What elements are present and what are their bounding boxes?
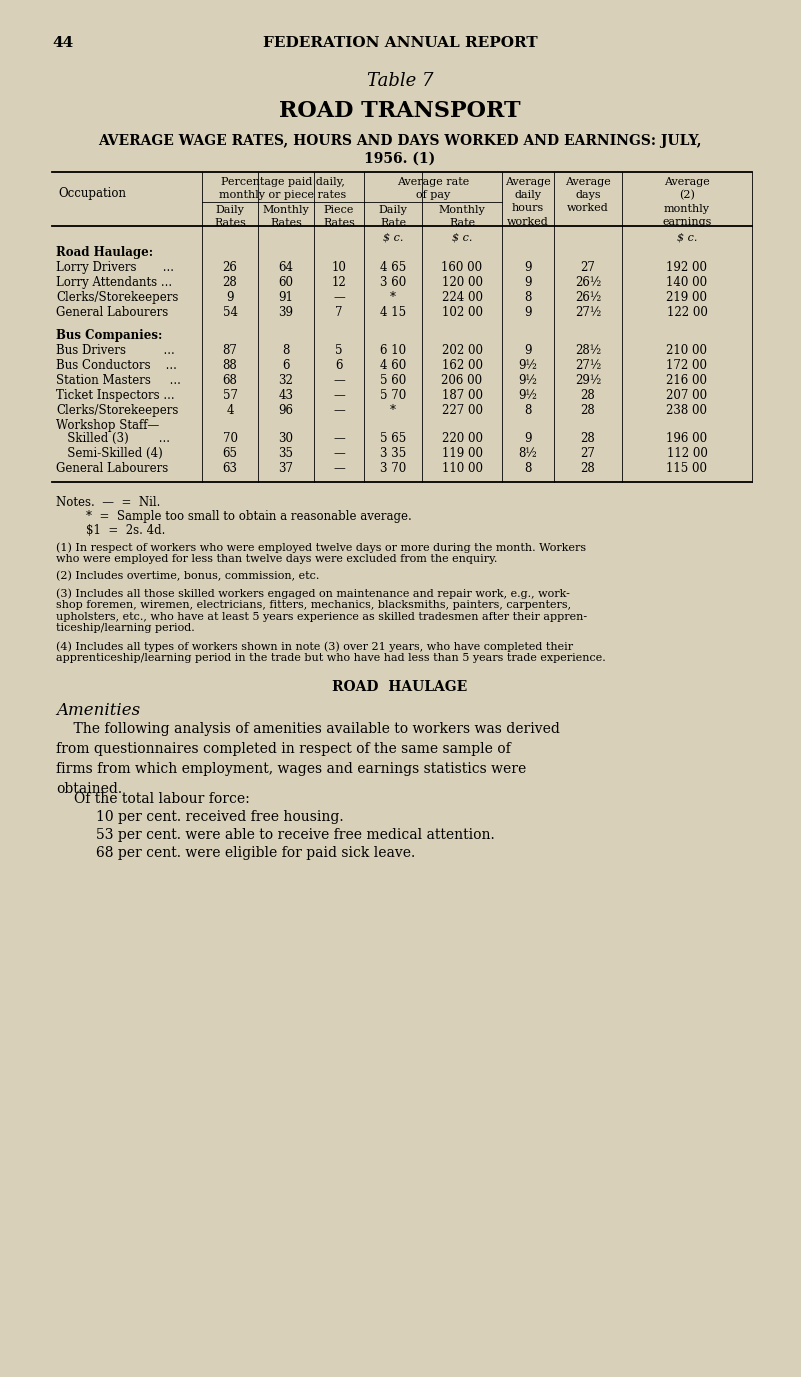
Text: Amenities: Amenities bbox=[56, 702, 140, 719]
Text: —: — bbox=[333, 403, 345, 417]
Text: 8: 8 bbox=[525, 403, 532, 417]
Text: 9½: 9½ bbox=[518, 375, 537, 387]
Text: 8½: 8½ bbox=[518, 448, 537, 460]
Text: 28½: 28½ bbox=[575, 344, 601, 357]
Text: Monthly
Rates: Monthly Rates bbox=[263, 205, 309, 229]
Text: 4: 4 bbox=[226, 403, 234, 417]
Text: 202 00: 202 00 bbox=[441, 344, 482, 357]
Text: 4 60: 4 60 bbox=[380, 359, 406, 372]
Text: 57: 57 bbox=[223, 388, 238, 402]
Text: 160 00: 160 00 bbox=[441, 262, 482, 274]
Text: 65: 65 bbox=[223, 448, 238, 460]
Text: $ c.: $ c. bbox=[677, 233, 697, 242]
Text: 7: 7 bbox=[336, 306, 343, 319]
Text: ROAD  HAULAGE: ROAD HAULAGE bbox=[332, 680, 468, 694]
Text: 27½: 27½ bbox=[575, 306, 601, 319]
Text: 8: 8 bbox=[525, 291, 532, 304]
Text: 12: 12 bbox=[332, 275, 346, 289]
Text: (1) In respect of workers who were employed twelve days or more during the month: (1) In respect of workers who were emplo… bbox=[56, 543, 586, 565]
Text: Station Masters     ...: Station Masters ... bbox=[56, 375, 181, 387]
Text: 6: 6 bbox=[336, 359, 343, 372]
Text: 43: 43 bbox=[279, 388, 293, 402]
Text: General Labourers: General Labourers bbox=[56, 463, 168, 475]
Text: 162 00: 162 00 bbox=[441, 359, 482, 372]
Text: 29½: 29½ bbox=[575, 375, 601, 387]
Text: 216 00: 216 00 bbox=[666, 375, 707, 387]
Text: 172 00: 172 00 bbox=[666, 359, 707, 372]
Text: 63: 63 bbox=[223, 463, 238, 475]
Text: 68 per cent. were eligible for paid sick leave.: 68 per cent. were eligible for paid sick… bbox=[96, 845, 415, 861]
Text: —: — bbox=[333, 375, 345, 387]
Text: Daily
Rates: Daily Rates bbox=[214, 205, 246, 229]
Text: 91: 91 bbox=[279, 291, 293, 304]
Text: $ c.: $ c. bbox=[383, 233, 403, 242]
Text: 28: 28 bbox=[581, 432, 595, 445]
Text: 227 00: 227 00 bbox=[441, 403, 482, 417]
Text: 102 00: 102 00 bbox=[441, 306, 482, 319]
Text: Of the total labour force:: Of the total labour force: bbox=[74, 792, 250, 806]
Text: Bus Drivers          ...: Bus Drivers ... bbox=[56, 344, 175, 357]
Text: 26½: 26½ bbox=[575, 291, 601, 304]
Text: (4) Includes all types of workers shown in note (3) over 21 years, who have comp: (4) Includes all types of workers shown … bbox=[56, 642, 606, 664]
Text: —: — bbox=[333, 448, 345, 460]
Text: 9: 9 bbox=[524, 306, 532, 319]
Text: *  =  Sample too small to obtain a reasonable average.: * = Sample too small to obtain a reasona… bbox=[56, 509, 412, 523]
Text: 5 70: 5 70 bbox=[380, 388, 406, 402]
Text: 28: 28 bbox=[581, 403, 595, 417]
Text: 35: 35 bbox=[279, 448, 293, 460]
Text: Clerks/Storekeepers: Clerks/Storekeepers bbox=[56, 403, 179, 417]
Text: 196 00: 196 00 bbox=[666, 432, 707, 445]
Text: 210 00: 210 00 bbox=[666, 344, 707, 357]
Text: 206 00: 206 00 bbox=[441, 375, 482, 387]
Text: Skilled (3)        ...: Skilled (3) ... bbox=[56, 432, 170, 445]
Text: 4 65: 4 65 bbox=[380, 262, 406, 274]
Text: (2) Includes overtime, bonus, commission, etc.: (2) Includes overtime, bonus, commission… bbox=[56, 571, 320, 581]
Text: 64: 64 bbox=[279, 262, 293, 274]
Text: —: — bbox=[333, 388, 345, 402]
Text: 9½: 9½ bbox=[518, 359, 537, 372]
Text: 5: 5 bbox=[336, 344, 343, 357]
Text: Lorry Attendants ...: Lorry Attendants ... bbox=[56, 275, 172, 289]
Text: 122 00: 122 00 bbox=[666, 306, 707, 319]
Text: 88: 88 bbox=[223, 359, 237, 372]
Text: Bus Companies:: Bus Companies: bbox=[56, 329, 163, 341]
Text: Occupation: Occupation bbox=[58, 186, 126, 200]
Text: 9½: 9½ bbox=[518, 388, 537, 402]
Text: General Labourers: General Labourers bbox=[56, 306, 168, 319]
Text: *: * bbox=[390, 403, 396, 417]
Text: AVERAGE WAGE RATES, HOURS AND DAYS WORKED AND EARNINGS: JULY,: AVERAGE WAGE RATES, HOURS AND DAYS WORKE… bbox=[99, 134, 702, 147]
Text: —: — bbox=[333, 432, 345, 445]
Text: 3 35: 3 35 bbox=[380, 448, 406, 460]
Text: 28: 28 bbox=[581, 463, 595, 475]
Text: 87: 87 bbox=[223, 344, 237, 357]
Text: 219 00: 219 00 bbox=[666, 291, 707, 304]
Text: 9: 9 bbox=[524, 432, 532, 445]
Text: Piece
Rates: Piece Rates bbox=[323, 205, 355, 229]
Text: 220 00: 220 00 bbox=[441, 432, 482, 445]
Text: (3) Includes all those skilled workers engaged on maintenance and repair work, e: (3) Includes all those skilled workers e… bbox=[56, 588, 587, 633]
Text: —: — bbox=[333, 291, 345, 304]
Text: 68: 68 bbox=[223, 375, 237, 387]
Text: $1  =  2s. 4d.: $1 = 2s. 4d. bbox=[56, 525, 165, 537]
Text: Table 7: Table 7 bbox=[367, 72, 433, 90]
Text: 54: 54 bbox=[223, 306, 238, 319]
Text: 140 00: 140 00 bbox=[666, 275, 707, 289]
Text: Bus Conductors    ...: Bus Conductors ... bbox=[56, 359, 177, 372]
Text: 5 65: 5 65 bbox=[380, 432, 406, 445]
Text: 3 70: 3 70 bbox=[380, 463, 406, 475]
Text: Notes.  —  =  Nil.: Notes. — = Nil. bbox=[56, 496, 160, 509]
Text: FEDERATION ANNUAL REPORT: FEDERATION ANNUAL REPORT bbox=[263, 36, 537, 50]
Text: 207 00: 207 00 bbox=[666, 388, 707, 402]
Text: 187 00: 187 00 bbox=[441, 388, 482, 402]
Text: Average
days
worked: Average days worked bbox=[566, 178, 611, 213]
Text: Monthly
Rate: Monthly Rate bbox=[439, 205, 485, 229]
Text: 8: 8 bbox=[525, 463, 532, 475]
Text: 39: 39 bbox=[279, 306, 293, 319]
Text: 27: 27 bbox=[581, 448, 595, 460]
Text: $ c.: $ c. bbox=[452, 233, 472, 242]
Text: 37: 37 bbox=[279, 463, 293, 475]
Text: Average
daily
hours
worked: Average daily hours worked bbox=[505, 178, 551, 227]
Text: 70: 70 bbox=[223, 432, 238, 445]
Text: 26: 26 bbox=[223, 262, 237, 274]
Text: Average
(2)
monthly
earnings: Average (2) monthly earnings bbox=[662, 178, 711, 227]
